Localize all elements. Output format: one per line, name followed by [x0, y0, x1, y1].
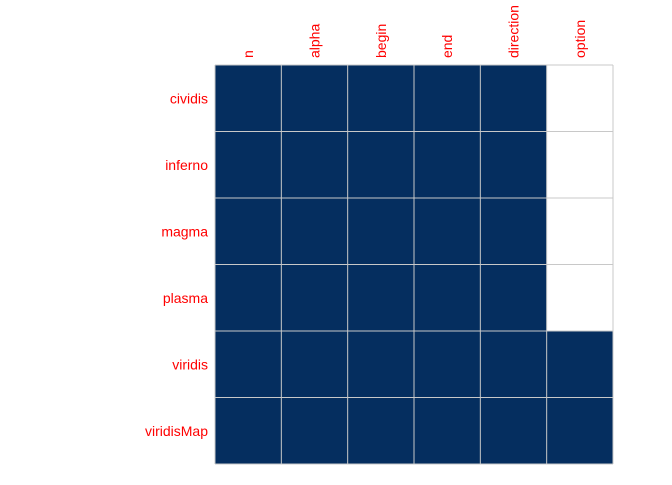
column-label-end: end	[439, 35, 455, 58]
cell-plasma-alpha	[281, 264, 348, 331]
cell-viridisMap-begin	[347, 397, 414, 464]
cell-plasma-option	[546, 264, 613, 331]
column-label-alpha: alpha	[307, 24, 323, 58]
cell-magma-direction	[480, 198, 547, 265]
cell-inferno-begin	[347, 131, 414, 198]
row-label-viridisMap: viridisMap	[145, 423, 208, 439]
cell-inferno-option	[546, 131, 613, 198]
cell-magma-option	[546, 198, 613, 265]
cell-magma-n	[215, 198, 282, 265]
column-label-n: n	[240, 50, 256, 58]
cell-magma-alpha	[281, 198, 348, 265]
grid-layer	[214, 64, 614, 465]
cell-viridis-option	[546, 331, 613, 398]
cell-viridisMap-n	[215, 397, 282, 464]
cell-plasma-direction	[480, 264, 547, 331]
cell-cividis-alpha	[281, 65, 348, 132]
cell-viridis-end	[414, 331, 481, 398]
row-label-inferno: inferno	[165, 157, 208, 173]
cell-plasma-begin	[347, 264, 414, 331]
cell-plasma-n	[215, 264, 282, 331]
cell-cividis-begin	[347, 65, 414, 132]
row-label-viridis: viridis	[172, 356, 208, 372]
cell-cividis-n	[215, 65, 282, 132]
cell-plasma-end	[414, 264, 481, 331]
cell-viridisMap-option	[546, 397, 613, 464]
cells-layer	[215, 65, 613, 464]
cell-viridis-begin	[347, 331, 414, 398]
cell-inferno-end	[414, 131, 481, 198]
cell-inferno-n	[215, 131, 282, 198]
cell-inferno-alpha	[281, 131, 348, 198]
cell-cividis-end	[414, 65, 481, 132]
row-labels: cividis inferno magma plasma viridis viridisM…	[145, 90, 208, 439]
row-label-plasma: plasma	[163, 290, 208, 306]
cell-inferno-direction	[480, 131, 547, 198]
column-label-begin: begin	[373, 24, 389, 58]
row-label-cividis: cividis	[170, 90, 208, 106]
column-label-direction: direction	[506, 5, 522, 58]
column-label-option: option	[572, 20, 588, 58]
cell-viridisMap-alpha	[281, 397, 348, 464]
cell-viridis-alpha	[281, 331, 348, 398]
row-label-magma: magma	[161, 223, 208, 239]
cell-magma-begin	[347, 198, 414, 265]
cell-magma-end	[414, 198, 481, 265]
column-labels: n alpha begin end direction option	[240, 5, 588, 58]
cell-viridisMap-direction	[480, 397, 547, 464]
cell-viridis-direction	[480, 331, 547, 398]
cell-cividis-option	[546, 65, 613, 132]
cell-cividis-direction	[480, 65, 547, 132]
cell-viridisMap-end	[414, 397, 481, 464]
cell-viridis-n	[215, 331, 282, 398]
